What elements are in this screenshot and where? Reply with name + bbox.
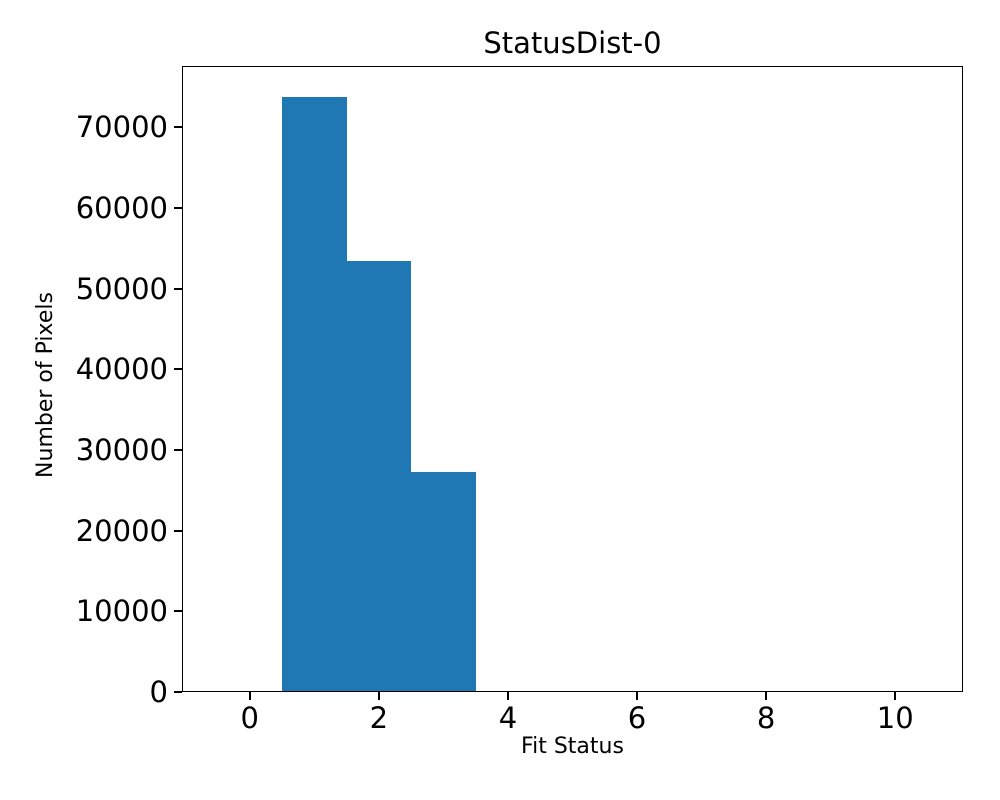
x-tick-label-2: 2 — [369, 701, 389, 735]
x-tick-mark-10 — [894, 692, 897, 700]
x-tick-mark-4 — [506, 692, 509, 700]
y-tick-label-20000: 20000 — [75, 513, 168, 548]
histogram-bar-bin-1 — [282, 97, 347, 692]
y-tick-label-50000: 50000 — [75, 271, 168, 306]
x-tick-label-6: 6 — [627, 701, 647, 735]
y-tick-label-10000: 10000 — [75, 594, 168, 629]
plot-area — [182, 66, 963, 692]
x-tick-mark-8 — [765, 692, 768, 700]
x-tick-label-4: 4 — [498, 701, 518, 735]
y-tick-label-40000: 40000 — [75, 352, 168, 387]
histogram-bar-bin-2 — [346, 261, 412, 692]
y-tick-mark-10000 — [174, 610, 182, 613]
y-tick-label-0: 0 — [149, 675, 168, 709]
y-tick-mark-40000 — [174, 368, 182, 371]
x-tick-mark-2 — [377, 692, 380, 700]
y-tick-mark-60000 — [174, 206, 182, 209]
x-axis-label: Fit Status — [521, 734, 624, 759]
x-tick-label-0: 0 — [240, 701, 259, 735]
x-tick-mark-0 — [248, 692, 251, 700]
y-tick-label-70000: 70000 — [75, 110, 168, 145]
y-tick-mark-30000 — [174, 448, 182, 451]
y-tick-label-30000: 30000 — [75, 432, 168, 467]
y-tick-mark-20000 — [174, 529, 182, 532]
y-tick-mark-0 — [174, 691, 182, 693]
histogram-bar-bin-3 — [411, 471, 476, 692]
y-axis-label: Number of Pixels — [33, 292, 58, 478]
y-tick-mark-70000 — [174, 126, 182, 129]
y-tick-mark-50000 — [174, 287, 182, 290]
x-tick-label-8: 8 — [756, 701, 776, 735]
y-tick-label-60000: 60000 — [75, 190, 168, 225]
x-tick-label-10: 10 — [876, 701, 914, 735]
x-tick-mark-6 — [636, 692, 639, 700]
chart-title: StatusDist-0 — [483, 26, 662, 60]
